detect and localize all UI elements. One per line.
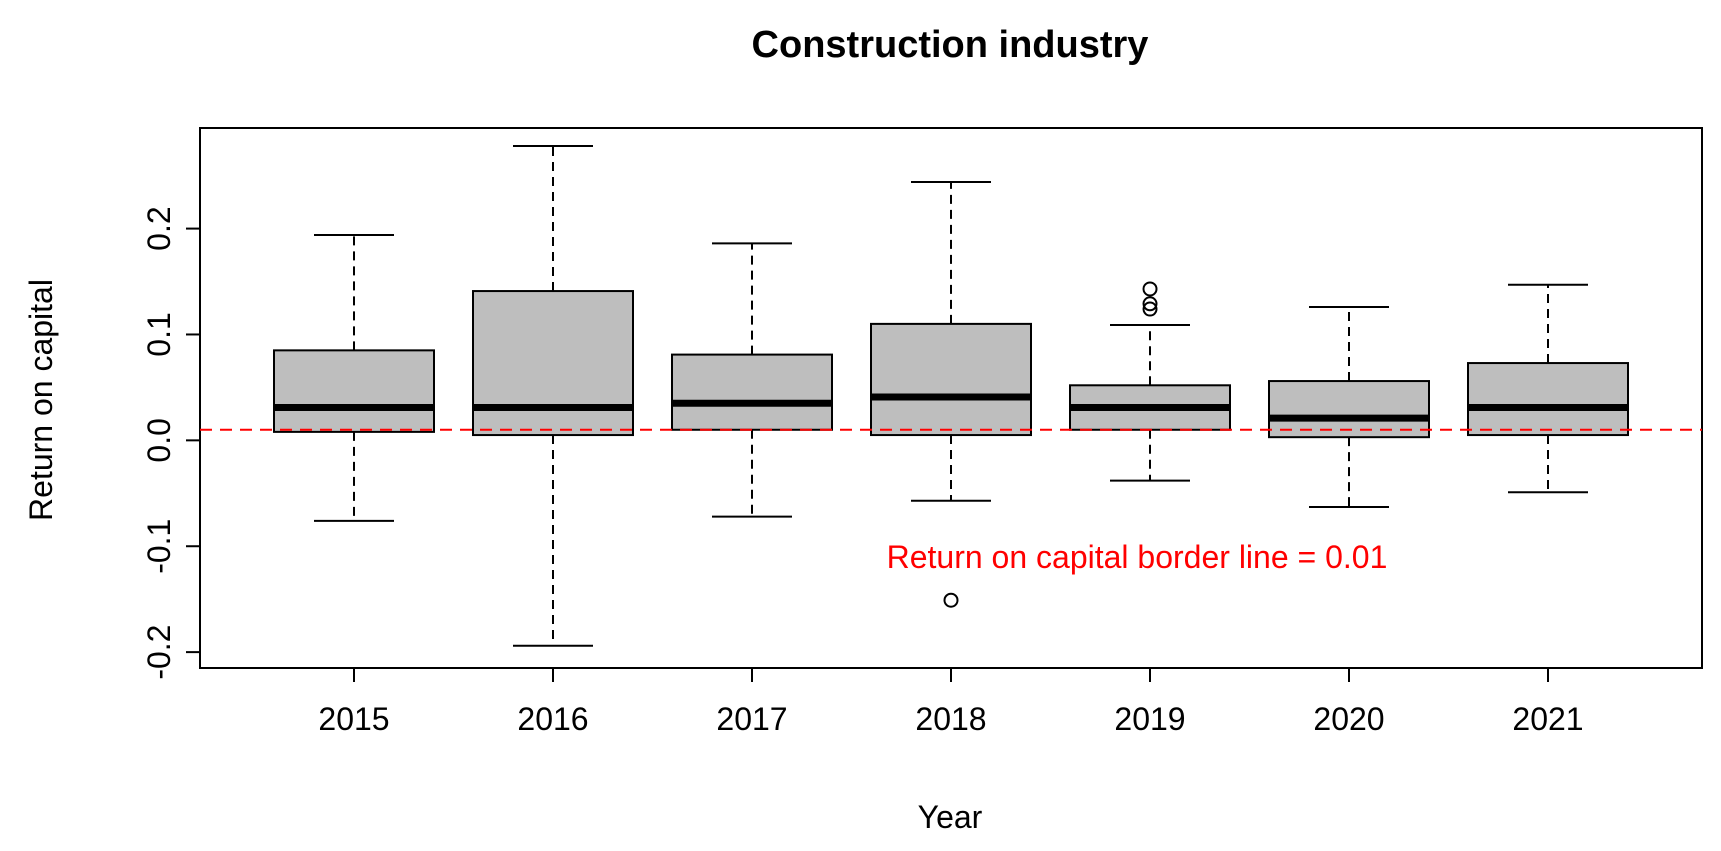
y-axis-label: Return on capital [23,279,59,521]
y-tick-label: 0.0 [141,418,177,462]
iqr-box [870,322,1032,437]
x-axis-label: Year [918,799,983,835]
y-tick-label: -0.2 [141,625,177,680]
iqr-box [472,290,634,437]
box-2016 [472,145,634,647]
outlier-point [1142,296,1158,312]
y-axis: -0.2 -0.1 0.0 0.1 0.2 [141,206,200,680]
box-2017 [671,242,833,518]
iqr-box [273,349,435,433]
outlier-point [1142,301,1158,317]
x-tick-label: 2018 [915,701,986,737]
chart-title: Construction industry [752,24,1149,66]
box-2015 [273,233,435,522]
y-tick-label: 0.1 [141,312,177,356]
outlier-point [1142,281,1158,297]
iqr-box [1268,380,1430,439]
outlier-point [943,592,959,608]
box-2019 [1069,281,1231,482]
box-2018 [870,181,1032,608]
boxes-layer [273,145,1629,647]
x-tick-label: 2017 [716,701,787,737]
reference-line-annotation: Return on capital border line = 0.01 [887,539,1388,575]
box-2021 [1467,283,1629,494]
x-tick-label: 2020 [1313,701,1384,737]
iqr-box [671,353,833,431]
y-tick-label: 0.2 [141,206,177,250]
x-tick-label: 2015 [318,701,389,737]
x-tick-label: 2021 [1512,701,1583,737]
y-tick-label: -0.1 [141,519,177,574]
x-tick-label: 2019 [1114,701,1185,737]
x-axis: 2015 2016 2017 2018 2019 2020 2021 [318,668,1584,737]
box-2020 [1268,305,1430,509]
x-tick-label: 2016 [517,701,588,737]
iqr-box [1467,362,1629,437]
